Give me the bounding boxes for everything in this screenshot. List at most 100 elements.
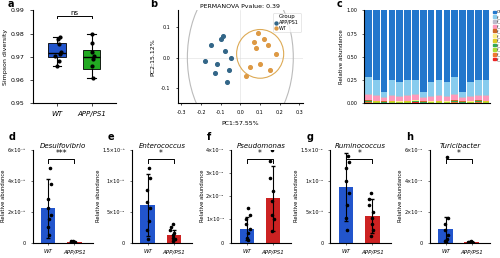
Bar [444,96,450,97]
Point [144,237,152,241]
Text: *: * [258,149,262,158]
Bar [380,10,388,92]
Point [144,228,152,232]
Bar [365,102,372,103]
Bar [412,94,419,95]
Text: ns: ns [70,10,78,16]
Bar [436,101,442,102]
Bar [365,101,372,102]
Bar [412,10,419,80]
Bar [373,80,380,95]
Point [464,239,472,244]
Bar [475,96,482,100]
Bar [475,80,482,95]
Bar [467,10,473,82]
Point [442,239,450,243]
Bar [380,101,388,102]
Bar [373,101,380,102]
Bar [396,102,403,103]
Point [67,240,75,244]
Point [368,234,376,238]
Y-axis label: Relative abundance: Relative abundance [294,170,300,222]
Bar [404,10,411,80]
Bar [404,95,411,96]
Bar [339,187,353,243]
Point [244,238,252,242]
Point [345,191,353,195]
Point [242,217,250,221]
Bar [365,10,372,77]
Point [70,240,78,244]
Point [71,240,79,244]
Bar [412,80,419,94]
Point [44,197,52,201]
Bar [436,95,442,96]
Bar [452,102,458,103]
Point [442,240,450,244]
Bar [373,102,380,103]
Point [143,200,151,204]
Bar [452,77,458,94]
Bar [404,80,411,95]
Bar [459,92,466,97]
Bar [266,198,280,243]
Bar [459,10,466,92]
Bar [67,242,82,243]
Bar [412,101,419,102]
Point [268,148,276,152]
Title: Ruminococcus: Ruminococcus [335,143,386,149]
Point [270,189,278,194]
Bar [436,10,442,80]
Point [88,64,96,68]
Point [146,206,154,211]
Bar [388,95,396,96]
Bar [444,102,450,103]
WT [260,37,268,41]
Point [365,203,373,207]
Point [468,240,476,245]
Y-axis label: Relative abundance: Relative abundance [339,29,344,84]
Point [370,228,378,232]
Y-axis label: Simpson diversity: Simpson diversity [3,29,8,85]
Bar [420,92,426,97]
APP/PS1 [201,59,209,63]
Bar [482,101,490,102]
Point [268,229,276,233]
Point [467,240,475,245]
Bar [41,208,56,243]
Point [444,216,452,220]
Point [45,233,53,237]
Text: a: a [8,0,14,9]
Bar [444,97,450,101]
Bar [388,96,396,101]
Point [170,237,178,241]
Point [44,206,52,211]
APP/PS1 [218,34,226,38]
Point [170,231,178,235]
Point [467,240,475,244]
Point [46,166,54,170]
Point [44,225,52,229]
Bar [373,10,380,80]
Point [57,50,65,54]
Text: ***: *** [56,149,67,158]
WT [246,64,254,69]
Text: b: b [150,0,157,9]
Bar [467,82,473,96]
APP/PS1 [224,68,232,72]
Bar [438,229,452,243]
Bar [428,102,434,103]
Bar [475,95,482,96]
Bar [428,97,434,101]
Bar [240,229,254,243]
Point [343,228,351,232]
Bar [365,77,372,94]
Y-axis label: Relative abundance: Relative abundance [96,170,100,222]
Bar [388,10,396,80]
Point [88,41,96,45]
Point [166,228,174,232]
Point [268,213,276,217]
Bar [404,101,411,102]
Point [166,225,174,229]
Point [146,175,154,180]
